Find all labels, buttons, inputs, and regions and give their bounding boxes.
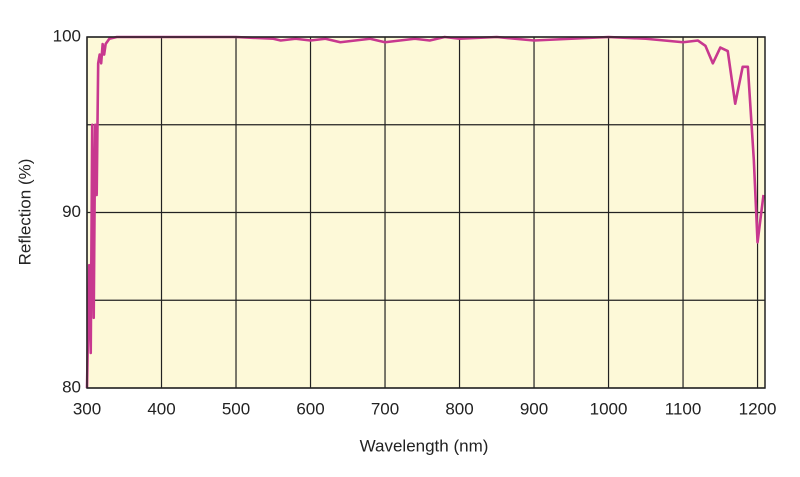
x-tick-label: 600 [296, 399, 324, 418]
x-tick-label: 1000 [590, 399, 628, 418]
y-axis-label: Reflection (%) [15, 159, 34, 266]
y-tick-label: 100 [53, 26, 81, 45]
x-tick-label: 900 [520, 399, 548, 418]
x-tick-label: 700 [371, 399, 399, 418]
data-line [85, 35, 765, 389]
x-tick-label: 800 [445, 399, 473, 418]
x-tick-label: 1100 [665, 399, 702, 418]
x-tick-label: 300 [73, 399, 101, 418]
x-tick-label: 400 [147, 399, 175, 418]
y-tick-label: 80 [62, 377, 81, 396]
x-axis-label: Wavelength (nm) [360, 436, 489, 455]
y-tick-label: 90 [62, 202, 81, 221]
plot-frame [86, 36, 766, 389]
x-tick-label: 500 [222, 399, 250, 418]
x-tick-label: 1200 [739, 399, 777, 418]
